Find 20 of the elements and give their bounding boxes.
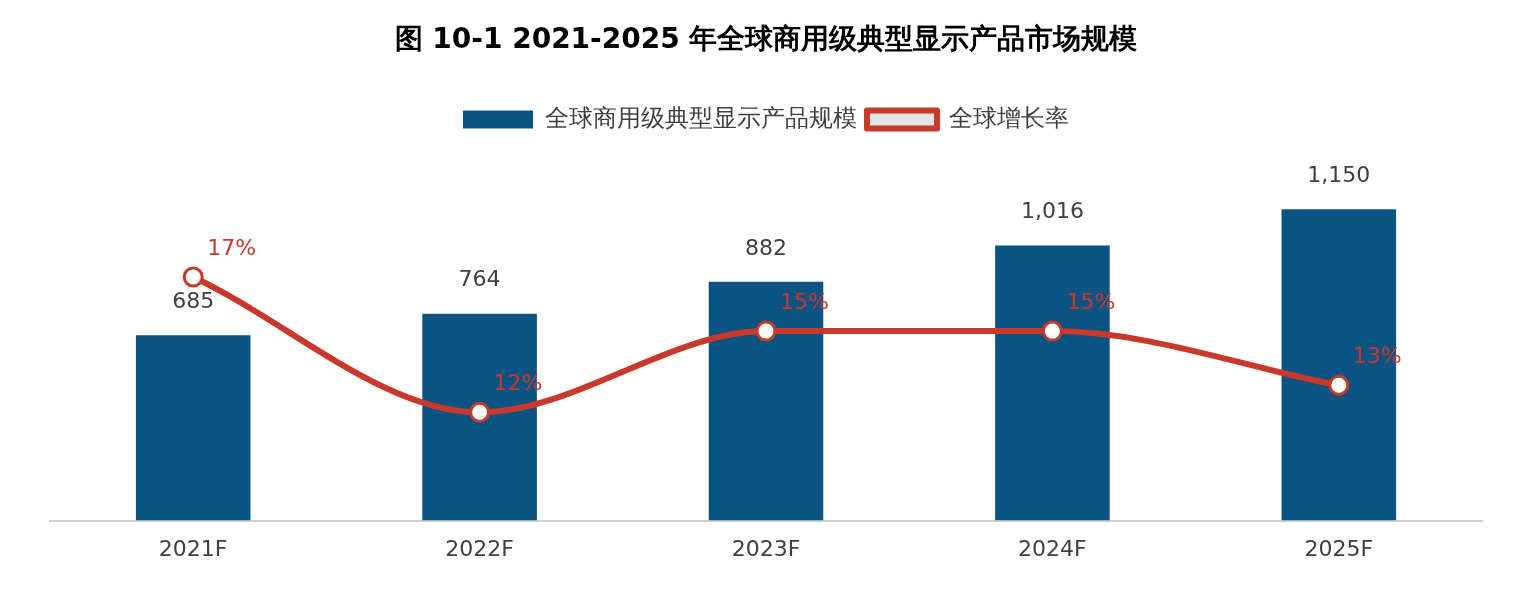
data-label: 1,150: [1307, 162, 1371, 187]
x-tick-label: 2022F: [445, 535, 514, 561]
legend-label: 全球增长率: [949, 103, 1069, 132]
x-tick-label: 2023F: [731, 535, 801, 561]
data-label: 1,016: [1020, 198, 1084, 224]
point: [1041, 320, 1063, 342]
data-label: 685: [172, 287, 215, 313]
data-label: 764: [458, 266, 501, 292]
x-tick-label: 2024F: [1018, 535, 1087, 561]
point: [182, 266, 204, 288]
bar: [135, 335, 251, 521]
x-tick-label: 2025F: [1304, 535, 1374, 561]
point: [755, 320, 777, 342]
data-label: 882: [745, 234, 787, 260]
point: [469, 401, 491, 423]
chart-title: 图 10-1 2021-2025 年全球商用级典型显示产品市场规模: [394, 22, 1138, 56]
point: [1328, 374, 1350, 396]
data-label: 17%: [207, 234, 257, 260]
x-tick-label: 2021F: [158, 535, 228, 561]
legend-label: 全球商用级典型显示产品规模: [545, 103, 857, 132]
